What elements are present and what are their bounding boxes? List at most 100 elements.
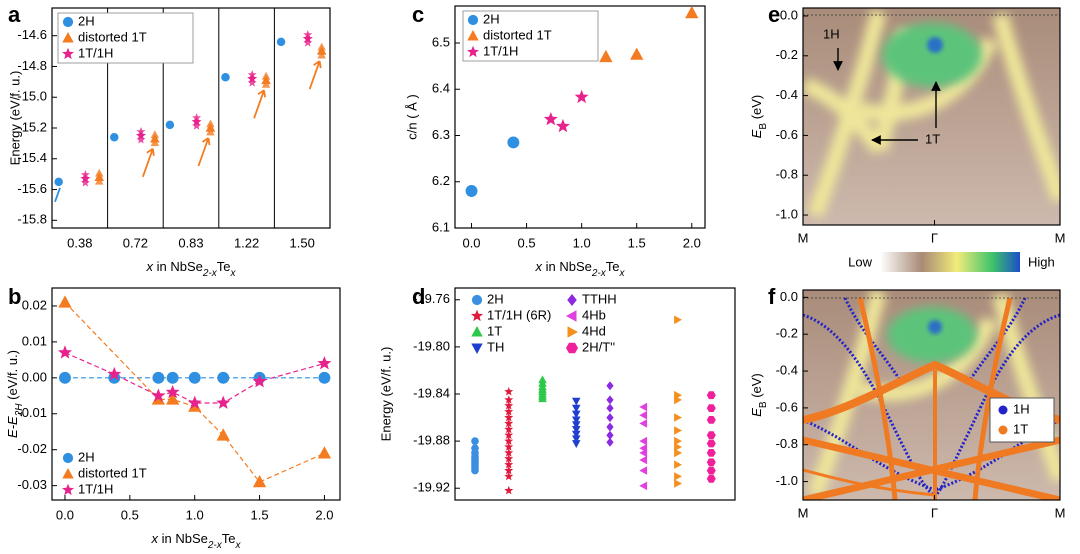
point-spread bbox=[80, 178, 90, 187]
axis-label-part: B bbox=[758, 123, 769, 130]
y-tick-label: -15.2 bbox=[17, 119, 47, 134]
band-curve bbox=[972, 297, 1013, 500]
point bbox=[674, 413, 682, 422]
x-tick-label: 0.0 bbox=[462, 235, 480, 250]
point bbox=[317, 446, 332, 459]
point bbox=[317, 356, 332, 370]
point bbox=[572, 426, 581, 434]
point bbox=[247, 73, 258, 83]
point bbox=[504, 412, 514, 422]
legend-marker bbox=[467, 30, 479, 41]
point bbox=[639, 481, 648, 491]
legend-marker bbox=[471, 294, 483, 306]
point bbox=[572, 430, 581, 439]
arrow bbox=[253, 89, 266, 119]
point bbox=[216, 428, 230, 441]
point-spread bbox=[247, 78, 257, 87]
panel-label: b bbox=[8, 284, 21, 309]
y-tick-label: -0.6 bbox=[776, 399, 798, 414]
point bbox=[572, 404, 581, 413]
point bbox=[504, 454, 514, 463]
x-tick-label: M bbox=[1055, 230, 1066, 245]
point bbox=[504, 386, 514, 396]
point bbox=[706, 449, 716, 457]
point bbox=[504, 465, 514, 475]
point bbox=[504, 401, 514, 410]
point bbox=[606, 395, 614, 405]
point-spread bbox=[136, 135, 146, 144]
panel-label: e bbox=[768, 2, 780, 27]
point bbox=[94, 172, 104, 181]
point bbox=[639, 419, 648, 428]
annotation: 1T bbox=[925, 131, 940, 146]
point bbox=[217, 371, 230, 384]
band-curve bbox=[857, 297, 898, 500]
y-tick-label: 0.0 bbox=[780, 289, 798, 304]
x-tick-label: 1.0 bbox=[186, 507, 204, 522]
axis-label: c/n ( Å ) bbox=[404, 94, 419, 140]
axis-label: EB (eV) bbox=[749, 95, 769, 139]
point bbox=[674, 395, 682, 405]
y-tick-label: 0.02 bbox=[22, 297, 47, 312]
y-tick-label: -14.8 bbox=[17, 58, 47, 73]
point bbox=[504, 471, 514, 481]
point bbox=[465, 185, 478, 197]
legend-label: TTHH bbox=[582, 291, 617, 306]
x-tick-label: M bbox=[1055, 505, 1066, 520]
axis-label-part: 2-x bbox=[591, 268, 607, 279]
legend-box bbox=[989, 397, 1055, 443]
axis-label-part: in NbSe bbox=[153, 259, 203, 274]
legend-label: 2H/T'' bbox=[582, 339, 615, 354]
axis-label-part: x bbox=[145, 259, 153, 274]
point bbox=[639, 402, 648, 412]
axis-label-part: x bbox=[619, 268, 626, 279]
legend-label: 1T/1H bbox=[483, 43, 518, 58]
axis-label: x in NbSe2-xTex bbox=[534, 259, 625, 279]
point bbox=[674, 479, 682, 488]
axis-label-part: Te bbox=[606, 259, 620, 274]
x-tick-label: Γ bbox=[931, 505, 938, 520]
legend-label: 1T/1H bbox=[78, 45, 113, 60]
point bbox=[674, 472, 682, 481]
point bbox=[110, 132, 119, 142]
axis-label: x in NbSe2-xTex bbox=[145, 259, 236, 279]
y-tick-label: -0.2 bbox=[776, 47, 798, 62]
x-tick-label: 0.72 bbox=[123, 235, 148, 250]
legend-marker bbox=[471, 343, 483, 354]
axis-label-part: E bbox=[749, 408, 764, 417]
legend-label: 1T bbox=[487, 323, 502, 338]
axis-label-part: 2-x bbox=[207, 540, 223, 551]
panel-label: f bbox=[768, 284, 776, 309]
x-tick-label: 0.83 bbox=[178, 235, 203, 250]
x-tick-label: 2.0 bbox=[683, 235, 701, 250]
point bbox=[221, 72, 230, 82]
point bbox=[685, 5, 699, 19]
axis-label-part: (eV) bbox=[749, 95, 764, 123]
axes-frame bbox=[51, 7, 331, 229]
point bbox=[606, 403, 614, 413]
legend-marker bbox=[567, 294, 577, 306]
legend-marker bbox=[62, 483, 74, 496]
legend-marker bbox=[62, 452, 74, 464]
point bbox=[606, 422, 614, 432]
point bbox=[674, 460, 682, 469]
legend-label: 4Hb bbox=[582, 307, 606, 322]
point bbox=[674, 436, 682, 446]
point bbox=[639, 455, 648, 465]
point bbox=[606, 430, 614, 440]
legend-marker bbox=[998, 425, 1008, 435]
point bbox=[639, 436, 648, 446]
point bbox=[606, 381, 614, 391]
point bbox=[706, 466, 716, 475]
legend-label: distorted 1T bbox=[483, 27, 552, 42]
legend-marker bbox=[62, 47, 74, 60]
legend-marker bbox=[566, 310, 577, 322]
axis-label-part: Te bbox=[217, 259, 231, 274]
legend-marker bbox=[566, 342, 578, 354]
x-tick-label: 1.5 bbox=[251, 507, 269, 522]
point bbox=[674, 315, 682, 325]
point bbox=[504, 442, 514, 451]
band-curve bbox=[933, 313, 1060, 498]
point bbox=[639, 466, 648, 475]
point bbox=[205, 123, 216, 132]
